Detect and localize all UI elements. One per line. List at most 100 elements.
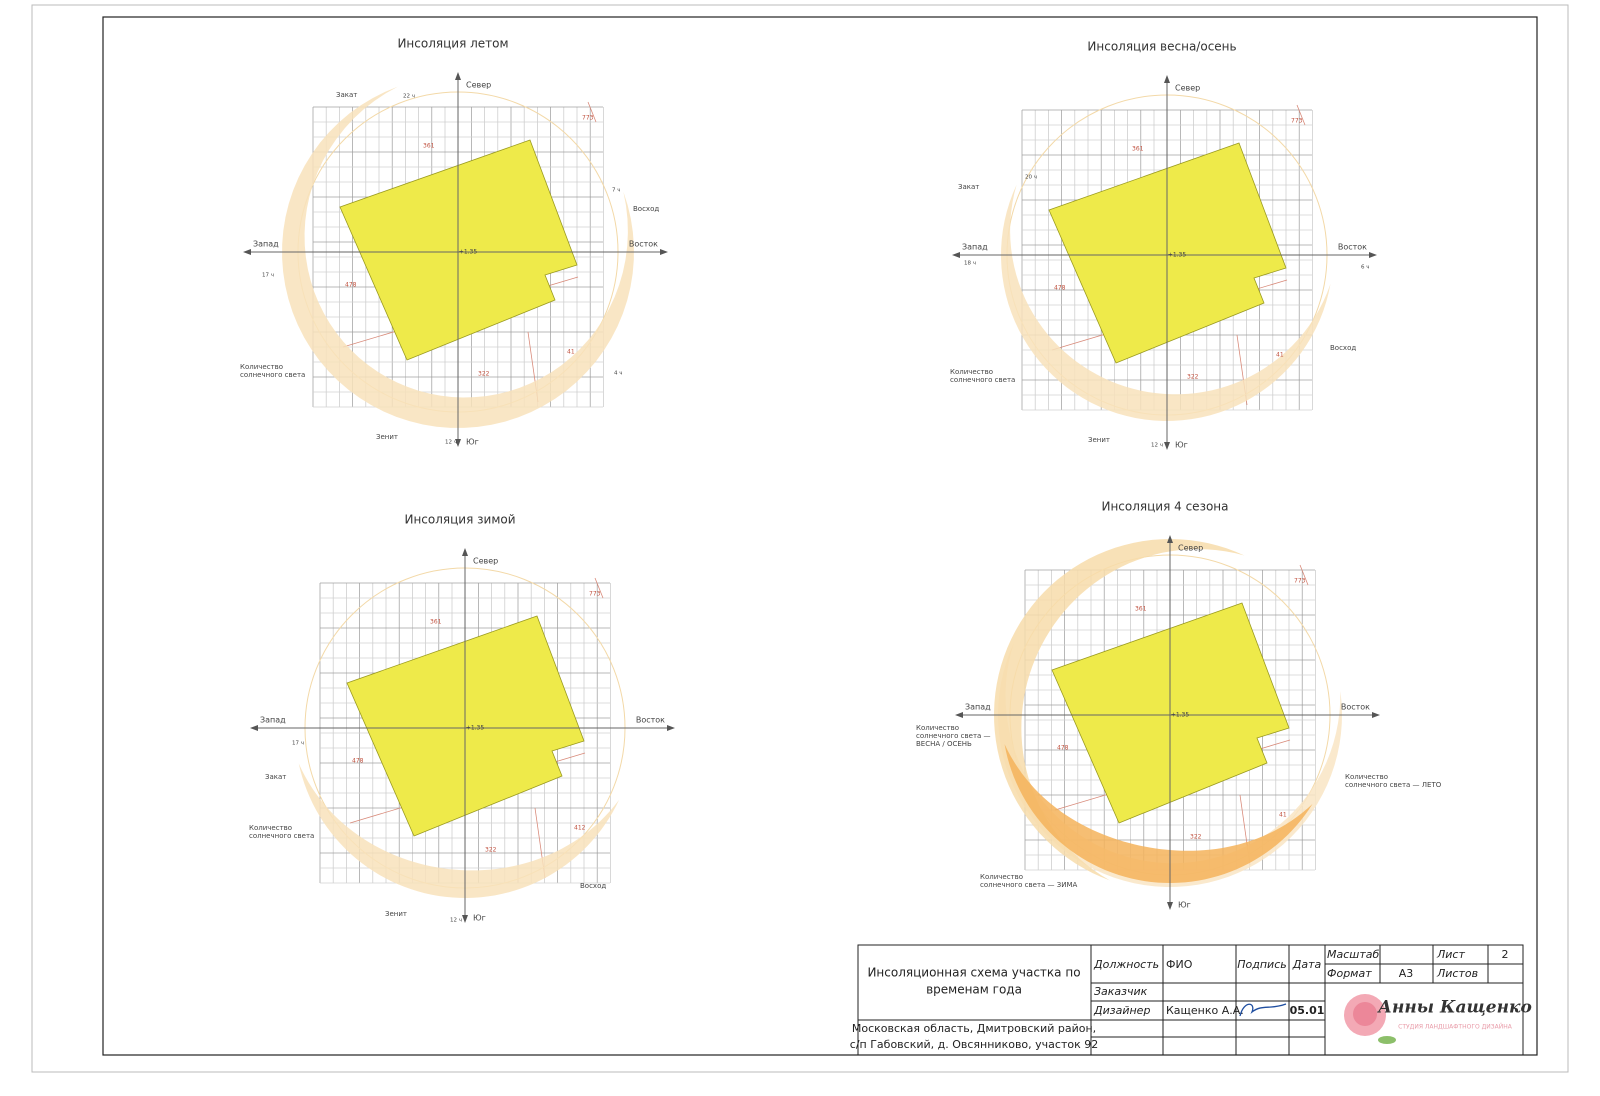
plot-dimension: 322 [1190, 834, 1202, 841]
panels: Инсоляция летом Север Юг Запад Восток +1.35 36… [240, 37, 1442, 924]
sunlight-crescent [1004, 744, 1313, 883]
plot-dimension: 773 [1294, 578, 1306, 585]
hour-label: 12 ч [450, 918, 462, 924]
annotation: Количество [980, 873, 1023, 881]
west-label: Запад [260, 716, 286, 725]
insolation-panel: Инсоляция весна/осень Север Юг Запад Восток +… [950, 40, 1377, 450]
format-value: А3 [1399, 967, 1414, 980]
west-label: Запад [965, 703, 991, 712]
annotation: ВЕСНА / ОСЕНЬ [916, 740, 972, 748]
annotation: Закат [958, 183, 979, 191]
hour-label: 17 ч [292, 741, 304, 747]
header-cell: Формат [1327, 967, 1372, 980]
plot-dimension: 361 [423, 143, 435, 150]
annotation: Восход [1330, 344, 1356, 352]
insolation-panel: Инсоляция 4 сезона Север Юг Запад Восток +1.3… [916, 500, 1442, 910]
annotation: солнечного света — [916, 732, 991, 740]
annotation: Зенит [1088, 436, 1110, 444]
level-mark: +1.35 [459, 249, 478, 256]
east-label: Восток [629, 240, 658, 249]
studio-name: Анны Кащенко [1376, 998, 1532, 1018]
annotation: Закат [265, 773, 286, 781]
east-label: Восток [1338, 243, 1367, 252]
signature [1239, 1003, 1287, 1017]
hour-label: 4 ч [614, 371, 623, 377]
plot-dimension: 41 [1276, 352, 1284, 359]
plot-dimension: 41 [567, 349, 575, 356]
hour-label: 7 ч [612, 188, 621, 194]
title-block-frame [857, 944, 1524, 1056]
annotation: Зенит [385, 910, 407, 918]
plot-dimension: 322 [1187, 374, 1199, 381]
plot-dimension: 478 [352, 758, 364, 765]
logo-rose [1344, 994, 1396, 1044]
plot-dimension: 478 [345, 282, 357, 289]
panel-title: Инсоляция весна/осень [1087, 40, 1236, 54]
panel-title: Инсоляция летом [397, 37, 508, 51]
west-label: Запад [962, 243, 988, 252]
north-label: Север [1175, 84, 1200, 93]
north-label: Север [1178, 544, 1203, 553]
plot-dimension: 412 [574, 825, 586, 832]
studio-subtitle: СТУДИЯ ЛАНДШАФТНОГО ДИЗАЙНА [1398, 1024, 1513, 1031]
north-label: Север [466, 81, 491, 90]
rose-center [1353, 1002, 1377, 1026]
south-label: Юг [1175, 441, 1188, 450]
address: с/п Габовский, д. Овсянниково, участок 9… [850, 1038, 1098, 1051]
header-cell: Масштаб [1327, 948, 1379, 961]
south-label: Юг [466, 438, 479, 447]
rose-leaf [1378, 1036, 1396, 1044]
plot-dimension: 322 [485, 847, 497, 854]
title-block-grid [858, 945, 1523, 1055]
south-label: Юг [473, 914, 486, 923]
east-label: Восток [636, 716, 665, 725]
plot-dimension: 773 [582, 115, 594, 122]
header-cell: Листов [1436, 967, 1478, 980]
annotation: солнечного света — ЛЕТО [1345, 781, 1442, 789]
title-block: Инсоляционная схема участка по временам … [850, 944, 1532, 1056]
sheet-title: Инсоляционная схема участка по [867, 966, 1080, 980]
hour-label: 18 ч [964, 261, 976, 267]
annotation: солнечного света [240, 371, 305, 379]
hour-label: 22 ч [403, 94, 415, 100]
outer-frame [31, 4, 1569, 1073]
header-cell: Должность [1093, 958, 1159, 971]
plot-dimension: 322 [478, 371, 490, 378]
level-mark: +1.35 [1171, 712, 1190, 719]
hour-label: 20 ч [1025, 175, 1037, 181]
south-label: Юг [1178, 901, 1191, 910]
panel-title: Инсоляция зимой [404, 513, 515, 527]
header-cell: Лист [1436, 948, 1465, 961]
level-mark: +1.35 [466, 725, 485, 732]
sheet-number: 2 [1502, 948, 1509, 961]
hour-label: 12 ч [1151, 443, 1163, 449]
name-cell: Кащенко А.А. [1166, 1004, 1244, 1017]
annotation: Количество [249, 824, 292, 832]
west-label: Запад [253, 240, 279, 249]
annotation: Закат [336, 91, 357, 99]
north-label: Север [473, 557, 498, 566]
plot-dimension: 773 [589, 591, 601, 598]
annotation: солнечного света — ЗИМА [980, 881, 1078, 889]
panel-title: Инсоляция 4 сезона [1101, 500, 1228, 514]
header-cell: ФИО [1166, 958, 1193, 971]
role-cell: Дизайнер [1093, 1004, 1150, 1017]
inner-frame [102, 16, 1538, 1056]
annotation: Восход [580, 882, 606, 890]
hour-label: 17 ч [262, 273, 274, 279]
role-cell: Заказчик [1094, 985, 1148, 998]
plot-dimension: 41 [1279, 812, 1287, 819]
sheet-title: временам года [926, 983, 1022, 997]
annotation: Количество [950, 368, 993, 376]
annotation: солнечного света [950, 376, 1015, 384]
plot-dimension: 478 [1054, 285, 1066, 292]
date-cell: 05.01 [1290, 1004, 1325, 1017]
level-mark: +1.35 [1168, 252, 1187, 259]
hour-label: 6 ч [1361, 265, 1370, 271]
insolation-panel: Инсоляция летом Север Юг Запад Восток +1.35 36… [240, 37, 668, 447]
east-label: Восток [1341, 703, 1370, 712]
annotation: Восход [633, 205, 659, 213]
plot-dimension: 361 [430, 619, 442, 626]
sunlight-crescent [298, 763, 620, 898]
